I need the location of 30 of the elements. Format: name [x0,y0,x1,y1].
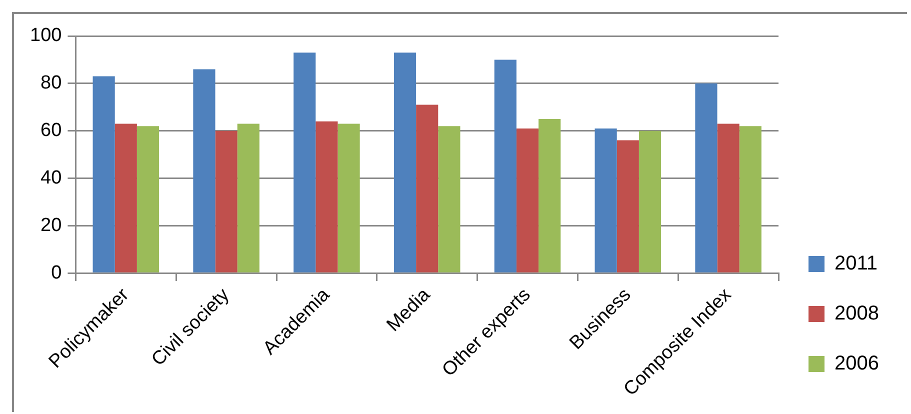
y-tick-label: 80 [40,72,62,94]
y-tick-label: 60 [40,120,62,142]
bar [516,128,539,272]
bar [616,140,639,272]
bar [215,130,238,272]
y-tick-label: 40 [40,167,62,188]
bar [695,83,718,272]
bar [316,121,338,272]
bar [193,69,216,272]
y-tick-label: 20 [40,214,62,236]
bar [638,130,662,272]
bar [136,126,160,272]
bar [92,76,115,272]
bar [338,124,360,272]
bar [594,128,617,272]
legend-label: 2011 [834,252,878,275]
bar [538,118,561,272]
y-tick-label: 0 [51,262,62,284]
bar [494,60,516,272]
bar [394,52,416,272]
legend-label: 2006 [834,352,880,375]
bar [114,124,137,272]
legend-label: 2008 [834,302,880,325]
bar [294,52,316,272]
bar [739,126,762,272]
bar [717,124,740,272]
bar [416,104,438,272]
bar [237,124,260,272]
bar [438,126,460,272]
y-tick-label: 100 [30,25,62,46]
